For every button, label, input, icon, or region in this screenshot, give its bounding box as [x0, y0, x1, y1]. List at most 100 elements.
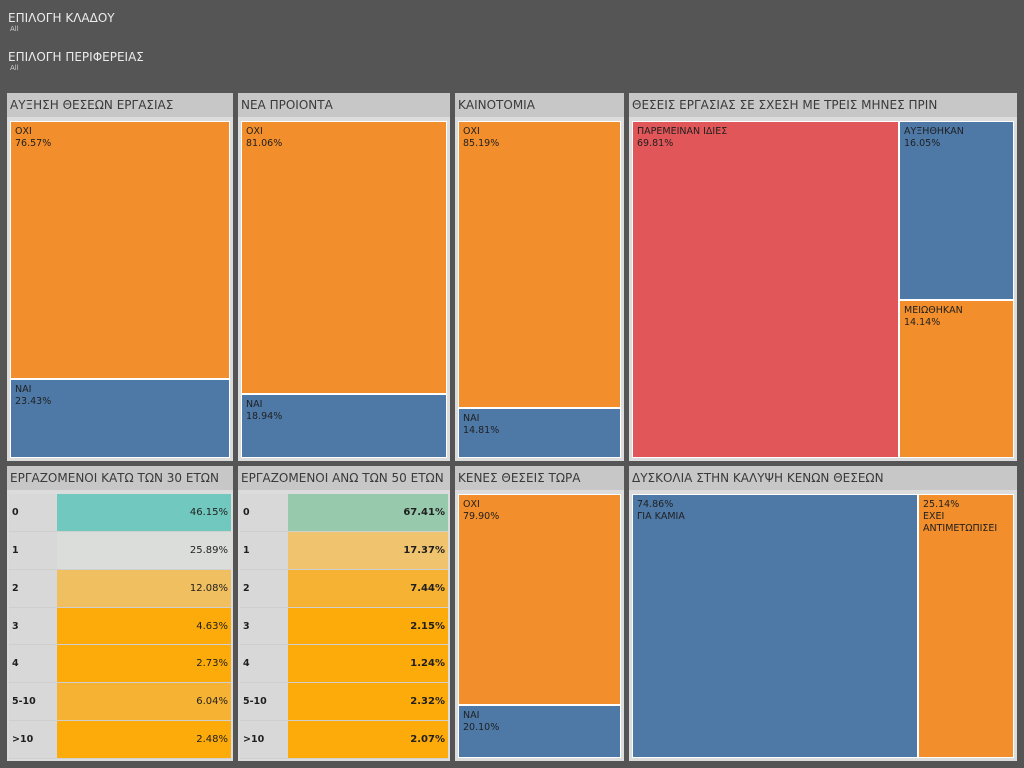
heatmap-row[interactable]: 1 17.37%	[240, 532, 448, 570]
tile-label: ΝΑΙ	[463, 710, 480, 721]
row-label: 1	[240, 532, 291, 569]
panel-difficulty-filling: ΔΥΣΚΟΛΙΑ ΣΤΗΝ ΚΑΛΥΨΗ ΚΕΝΩΝ ΘΕΣΕΩΝ 74.86%…	[629, 466, 1017, 761]
tile-no[interactable]: ΟΧΙ 81.06%	[241, 121, 447, 394]
panel-title: ΘΕΣΕΙΣ ΕΡΓΑΣΙΑΣ ΣΕ ΣΧΕΣΗ ΜΕ ΤΡΕΙΣ ΜΗΝΕΣ …	[629, 93, 1017, 117]
row-label: 2	[240, 570, 291, 607]
row-value: 2.73%	[57, 645, 231, 682]
heatmap-row[interactable]: >10 2.48%	[9, 721, 231, 759]
filter-region-value[interactable]: All	[10, 64, 19, 72]
row-label: 0	[9, 494, 60, 531]
tile-label: ΝΑΙ	[463, 413, 480, 424]
tile-value: 81.06%	[246, 138, 283, 149]
tile-no[interactable]: ΟΧΙ 76.57%	[10, 121, 230, 379]
row-label: 0	[240, 494, 291, 531]
tile-value: 20.10%	[463, 722, 500, 733]
tile-label: ΓΙΑ ΚΑΜΙΑ	[637, 511, 685, 522]
tile-no[interactable]: ΟΧΙ 79.90%	[458, 494, 621, 705]
row-value: 67.41%	[288, 494, 448, 531]
heatmap-row[interactable]: 4 1.24%	[240, 645, 448, 683]
tile-yes[interactable]: ΝΑΙ 20.10%	[458, 705, 621, 758]
tile-value: 79.90%	[463, 511, 500, 522]
panel-employees-under-30: ΕΡΓΑΖΟΜΕΝΟΙ ΚΑΤΩ ΤΩΝ 30 ΕΤΩΝ 0 46.15% 1 25…	[7, 466, 233, 761]
tile-label: ΑΥΞΗΘΗΚΑΝ	[904, 126, 964, 137]
heatmap-row[interactable]: 3 4.63%	[9, 608, 231, 645]
tile-has-faced[interactable]: 25.14% ΕΧΕΙ ΑΝΤΙΜΕΤΩΠΙΣΕΙ	[918, 494, 1014, 758]
tile-label: ΝΑΙ	[246, 399, 263, 410]
heatmap-row[interactable]: 5-10 2.32%	[240, 683, 448, 721]
tile-label: ΟΧΙ	[463, 499, 480, 510]
panel-innovation: ΚΑΙΝΟΤΟΜΙΑ ΟΧΙ 85.19% ΝΑΙ 14.81%	[455, 93, 624, 461]
filter-sector-value[interactable]: All	[10, 25, 19, 33]
tile-value: 69.81%	[637, 138, 674, 149]
tile-label: ΟΧΙ	[15, 126, 32, 137]
panel-job-increase: ΑΥΞΗΣΗ ΘΕΣΕΩΝ ΕΡΓΑΣΙΑΣ ΟΧΙ 76.57% ΝΑΙ 23…	[7, 93, 233, 461]
tile-yes[interactable]: ΝΑΙ 14.81%	[458, 408, 621, 458]
heatmap-table: 0 67.41% 1 17.37% 2 7.44% 3 2.15% 4 1.24% 5-1…	[240, 494, 448, 759]
heatmap-row[interactable]: 0 67.41%	[240, 494, 448, 532]
row-value: 6.04%	[57, 683, 231, 720]
row-value: 4.63%	[57, 608, 231, 644]
tile-value: 14.81%	[463, 425, 500, 436]
panel-title: ΔΥΣΚΟΛΙΑ ΣΤΗΝ ΚΑΛΥΨΗ ΚΕΝΩΝ ΘΕΣΕΩΝ	[629, 466, 1017, 490]
panel-jobs-three-months: ΘΕΣΕΙΣ ΕΡΓΑΣΙΑΣ ΣΕ ΣΧΕΣΗ ΜΕ ΤΡΕΙΣ ΜΗΝΕΣ …	[629, 93, 1017, 461]
row-label: 3	[240, 608, 291, 644]
panel-employees-over-50: ΕΡΓΑΖΟΜΕΝΟΙ ΑΝΩ ΤΩΝ 50 ΕΤΩΝ 0 67.41% 1 17.…	[238, 466, 450, 761]
filter-sector[interactable]: ΕΠΙΛΟΓΗ ΚΛΑΔΟΥ All	[8, 11, 115, 34]
tile-none[interactable]: 74.86% ΓΙΑ ΚΑΜΙΑ	[632, 494, 918, 758]
tile-label: ΠΑΡΕΜΕΙΝΑΝ ΙΔΙΕΣ	[637, 126, 728, 137]
row-label: 4	[240, 645, 291, 682]
heatmap-row[interactable]: 4 2.73%	[9, 645, 231, 683]
tile-no[interactable]: ΟΧΙ 85.19%	[458, 121, 621, 408]
heatmap-row[interactable]: >10 2.07%	[240, 721, 448, 759]
tile-label: ΕΧΕΙ ΑΝΤΙΜΕΤΩΠΙΣΕΙ	[923, 511, 998, 534]
panel-title: ΝΕΑ ΠΡΟΙΟΝΤΑ	[238, 93, 450, 117]
row-label: 2	[9, 570, 60, 607]
filter-region[interactable]: ΕΠΙΛΟΓΗ ΠΕΡΙΦΕΡΕΙΑΣ All	[8, 50, 144, 73]
heatmap-table: 0 46.15% 1 25.89% 2 12.08% 3 4.63% 4 2.73% 5-…	[9, 494, 231, 759]
tile-label: ΟΧΙ	[463, 126, 480, 137]
heatmap-row[interactable]: 2 12.08%	[9, 570, 231, 608]
tile-value: 85.19%	[463, 138, 500, 149]
heatmap-row[interactable]: 3 2.15%	[240, 608, 448, 645]
filter-sector-title: ΕΠΙΛΟΓΗ ΚΛΑΔΟΥ	[8, 11, 115, 25]
row-label: >10	[240, 721, 291, 758]
panel-title: ΚΑΙΝΟΤΟΜΙΑ	[455, 93, 624, 117]
panel-title: ΚΕΝΕΣ ΘΕΣΕΙΣ ΤΩΡΑ	[455, 466, 624, 490]
panel-title: ΕΡΓΑΖΟΜΕΝΟΙ ΚΑΤΩ ΤΩΝ 30 ΕΤΩΝ	[7, 466, 233, 490]
panel-title: ΑΥΞΗΣΗ ΘΕΣΕΩΝ ΕΡΓΑΣΙΑΣ	[7, 93, 233, 117]
tile-label: ΜΕΙΩΘΗΚΑΝ	[904, 305, 963, 316]
heatmap-row[interactable]: 2 7.44%	[240, 570, 448, 608]
heatmap-row[interactable]: 5-10 6.04%	[9, 683, 231, 721]
tile-value: 16.05%	[904, 138, 941, 149]
tile-label: ΟΧΙ	[246, 126, 263, 137]
filter-region-title: ΕΠΙΛΟΓΗ ΠΕΡΙΦΕΡΕΙΑΣ	[8, 50, 144, 64]
row-value: 25.89%	[57, 532, 231, 569]
tile-decreased[interactable]: ΜΕΙΩΘΗΚΑΝ 14.14%	[899, 300, 1014, 458]
tile-stayed-same[interactable]: ΠΑΡΕΜΕΙΝΑΝ ΙΔΙΕΣ 69.81%	[632, 121, 899, 458]
tile-label: ΝΑΙ	[15, 384, 32, 395]
row-label: 1	[9, 532, 60, 569]
tile-yes[interactable]: ΝΑΙ 18.94%	[241, 394, 447, 458]
tile-yes[interactable]: ΝΑΙ 23.43%	[10, 379, 230, 458]
row-value: 1.24%	[288, 645, 448, 682]
heatmap-row[interactable]: 1 25.89%	[9, 532, 231, 570]
heatmap-row[interactable]: 0 46.15%	[9, 494, 231, 532]
row-value: 46.15%	[57, 494, 231, 531]
row-label: 5-10	[240, 683, 291, 720]
panel-title: ΕΡΓΑΖΟΜΕΝΟΙ ΑΝΩ ΤΩΝ 50 ΕΤΩΝ	[238, 466, 450, 490]
row-value: 2.48%	[57, 721, 231, 758]
tile-value: 18.94%	[246, 411, 283, 422]
row-value: 17.37%	[288, 532, 448, 569]
row-label: >10	[9, 721, 60, 758]
tile-value: 23.43%	[15, 396, 52, 407]
tile-value: 76.57%	[15, 138, 52, 149]
row-value: 12.08%	[57, 570, 231, 607]
panel-vacancies-now: ΚΕΝΕΣ ΘΕΣΕΙΣ ΤΩΡΑ ΟΧΙ 79.90% ΝΑΙ 20.10%	[455, 466, 624, 761]
row-label: 4	[9, 645, 60, 682]
row-label: 5-10	[9, 683, 60, 720]
tile-increased[interactable]: ΑΥΞΗΘΗΚΑΝ 16.05%	[899, 121, 1014, 300]
row-value: 2.32%	[288, 683, 448, 720]
row-value: 7.44%	[288, 570, 448, 607]
row-value: 2.07%	[288, 721, 448, 758]
tile-value: 25.14%	[923, 499, 960, 510]
